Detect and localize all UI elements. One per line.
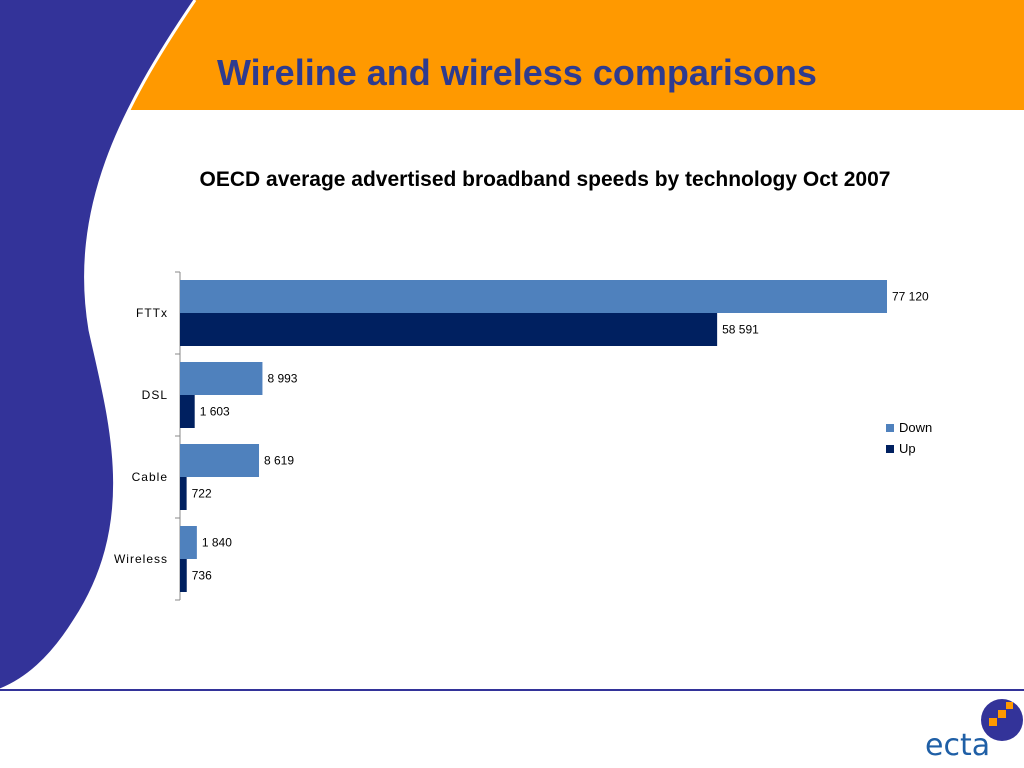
swoosh-edge: [0, 0, 197, 692]
left-swoosh: [0, 0, 195, 690]
category-label: FTTx: [136, 306, 168, 320]
category-label: Cable: [132, 470, 168, 484]
ecta-logo-text: ecta: [925, 728, 991, 763]
chart-title: OECD average advertised broadband speeds…: [199, 168, 891, 191]
bar-chart: FTTx 77 120 58 591 DSL 8 993 1 603 Cable 8 619 7…: [114, 271, 932, 601]
data-label: 736: [192, 569, 212, 583]
bar-up: [180, 395, 195, 428]
legend-swatch: [886, 445, 894, 453]
data-label: 722: [192, 487, 212, 501]
bar-down: [180, 526, 197, 559]
bar-up: [180, 477, 187, 510]
data-label: 58 591: [722, 323, 759, 337]
bar-down: [180, 444, 260, 477]
data-label: 1 840: [202, 536, 232, 550]
data-label: 1 603: [200, 405, 230, 419]
legend-label: Down: [899, 420, 932, 435]
legend-label: Up: [899, 441, 916, 456]
bar-up: [180, 313, 718, 346]
legend-swatch: [886, 424, 894, 432]
data-label: 8 993: [267, 372, 297, 386]
category-label: Wireless: [114, 552, 168, 566]
data-label: 8 619: [264, 454, 294, 468]
category-label: DSL: [142, 388, 168, 402]
slide-title: Wireline and wireless comparisons: [217, 52, 817, 93]
bar-up: [180, 559, 187, 592]
data-label: 77 120: [892, 290, 929, 304]
bar-down: [180, 280, 887, 313]
ecta-logo-icon: [981, 699, 1023, 741]
bar-down: [180, 362, 263, 395]
